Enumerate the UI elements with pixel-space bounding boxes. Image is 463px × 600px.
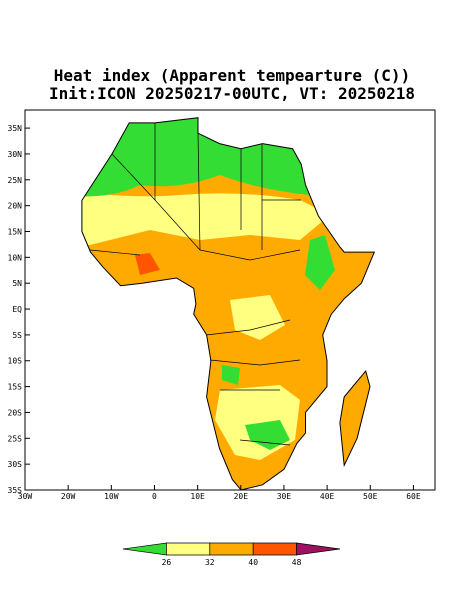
y-tick-label: 30S <box>8 460 23 469</box>
y-tick-label: 25S <box>8 434 23 443</box>
coastline <box>81 117 376 491</box>
colorbar-segment <box>209 542 254 556</box>
x-tick-label: 30W <box>18 492 33 501</box>
heat-field <box>81 117 375 490</box>
y-tick-label: 25N <box>8 176 23 185</box>
map-frame <box>24 109 436 491</box>
colorbar-segment <box>252 542 297 556</box>
y-tick-label: 10S <box>8 357 23 366</box>
x-tick-label: 40E <box>320 492 335 501</box>
field-region <box>135 253 160 275</box>
x-tick-label: 10E <box>190 492 205 501</box>
field-region <box>245 420 290 450</box>
y-tick-label: 35S <box>8 486 23 495</box>
colorbar-segment <box>122 542 167 556</box>
x-tick-label: 20E <box>234 492 249 501</box>
x-tick-label: 30E <box>277 492 292 501</box>
y-tick-label: 15N <box>8 227 23 236</box>
field-region <box>222 365 240 385</box>
chart-subtitle: Init:ICON 20250217-00UTC, VT: 20250218 <box>49 84 415 103</box>
y-tick-label: EQ <box>12 305 22 314</box>
x-tick-label: 0 <box>152 492 157 501</box>
colorbar-segment <box>166 542 211 556</box>
colorbar-label: 26 <box>162 558 172 567</box>
field-region <box>81 185 330 245</box>
x-tick-label: 50E <box>363 492 378 501</box>
border <box>89 123 301 446</box>
y-tick-label: 30N <box>8 150 23 159</box>
colorbar-label: 40 <box>248 558 258 567</box>
colorbar-segment <box>296 542 341 556</box>
colorbar-label: 32 <box>205 558 215 567</box>
field-region <box>305 235 335 290</box>
x-tick-label: 60E <box>406 492 421 501</box>
y-tick-label: 5N <box>12 279 22 288</box>
y-tick-label: 20N <box>8 202 23 211</box>
y-tick-label: 10N <box>8 253 23 262</box>
y-tick-label: 35N <box>8 124 23 133</box>
chart-title: Heat index (Apparent tempearture (C)) <box>54 66 410 85</box>
y-tick-label: 5S <box>12 331 22 340</box>
y-tick-label: 15S <box>8 383 23 392</box>
x-tick-label: 20W <box>61 492 76 501</box>
y-tick-label: 20S <box>8 408 23 417</box>
field-region <box>230 295 285 340</box>
x-tick-label: 10W <box>104 492 119 501</box>
colorbar-label: 48 <box>292 558 302 567</box>
